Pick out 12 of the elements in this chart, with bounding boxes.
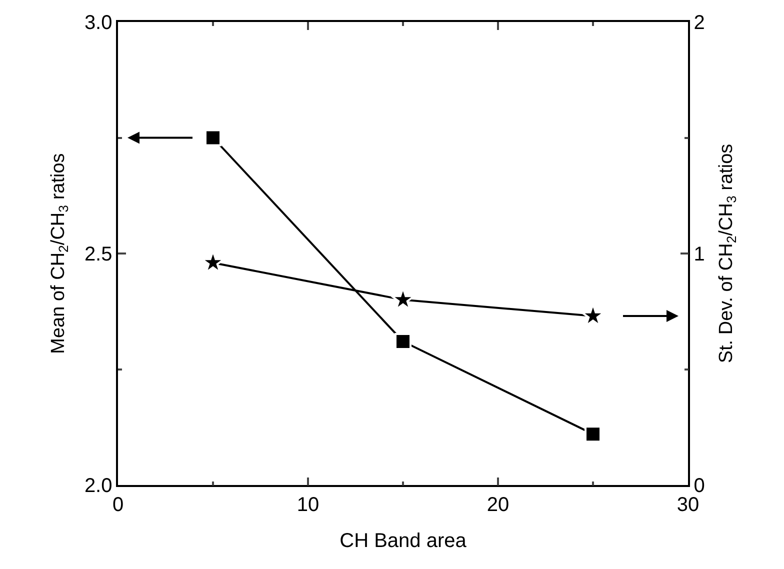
point <box>394 332 412 350</box>
x-tick-label: 10 <box>296 494 320 516</box>
x-tick-label: 20 <box>486 494 510 516</box>
point <box>204 129 222 146</box>
y-tick-label: 2.5 <box>84 244 112 266</box>
y-tick-label: 3.0 <box>84 12 112 34</box>
point <box>584 426 602 443</box>
y2-tick-label: 2 <box>694 12 705 34</box>
y-tick-label: 2.0 <box>84 475 112 497</box>
y2-tick-label: 1 <box>694 244 705 266</box>
x-axis-title: CH Band area <box>340 530 468 552</box>
x-tick-label: 0 <box>112 494 124 516</box>
